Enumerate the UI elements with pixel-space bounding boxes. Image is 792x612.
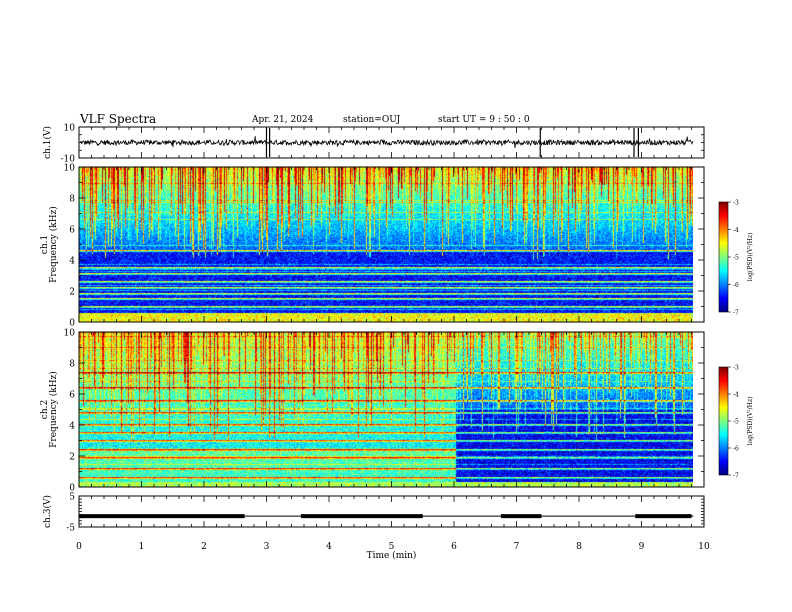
y-tick-label: 4 (69, 257, 75, 267)
y-tick-label: 8 (69, 195, 75, 205)
ch1-spectrogram-channel-label: ch.1 (40, 235, 50, 254)
colorbar-tick-label: -6 (733, 446, 739, 453)
y-tick-label: 10 (64, 329, 76, 339)
x-tick-label: 0 (76, 542, 82, 552)
y-tick-label: 10 (64, 164, 76, 174)
colorbar-tick-label: -7 (733, 473, 739, 480)
ch3-segment-0 (79, 514, 245, 519)
x-tick-label: 7 (514, 542, 520, 552)
x-tick-label: 6 (451, 542, 457, 552)
ch2-frequency-axis-label: Frequency (kHz) (48, 371, 59, 448)
colorbar-1 (718, 201, 729, 313)
colorbar-tick-label: -6 (733, 282, 739, 289)
x-tick-label: 8 (576, 542, 582, 552)
x-tick-label: 3 (264, 542, 270, 552)
y-tick-label: 6 (69, 226, 75, 236)
ch2-spectrogram-channel-label: ch.2 (40, 400, 50, 419)
recording-date: Apr. 21, 2024 (252, 115, 314, 125)
colorbar-label: log(PSD)(V²/Hz) (747, 397, 754, 446)
x-tick-label: 9 (639, 542, 645, 552)
x-tick-label: 4 (326, 542, 332, 552)
colorbar-tick-label: -5 (733, 419, 739, 426)
ch1-waveform (79, 136, 694, 149)
y-tick-label: -5 (66, 524, 75, 534)
x-tick-label: 2 (201, 542, 207, 552)
ch1-voltage-axis-label: ch.1(V) (42, 126, 53, 159)
ch3-segment-1 (300, 514, 423, 519)
ch3-segment-2 (500, 514, 542, 519)
y-tick-label: 2 (69, 288, 75, 298)
ch3-voltage-axis-label: ch.3(V) (42, 495, 53, 528)
ch3-segment-3 (635, 514, 692, 519)
ch1-frequency-axis-label: Frequency (kHz) (48, 206, 59, 283)
chart-title: VLF Spectra (80, 112, 157, 126)
colorbar-tick-label: -5 (733, 255, 739, 262)
y-tick-label: -10 (61, 155, 76, 165)
y-tick-label: 5 (69, 493, 75, 503)
y-tick-label: 10 (64, 124, 76, 134)
station-label: station=OUJ (343, 115, 401, 125)
spectrogram-image-ch1 (79, 167, 693, 322)
colorbar-tick-label: -7 (733, 310, 739, 317)
x-tick-label: 10 (698, 542, 710, 552)
start-ut-label: start UT = 9 : 50 : 0 (438, 115, 530, 125)
colorbar-tick-label: -3 (733, 200, 739, 207)
y-tick-label: 4 (69, 422, 75, 432)
colorbar-tick-label: -3 (733, 365, 739, 372)
colorbar-tick-label: -4 (733, 392, 739, 399)
y-tick-label: 6 (69, 391, 75, 401)
colorbar-tick-label: -4 (733, 227, 739, 234)
y-tick-label: 2 (69, 453, 75, 463)
x-tick-label: 1 (139, 542, 145, 552)
colorbar-2 (718, 366, 729, 476)
x-axis-label: Time (min) (367, 550, 417, 561)
y-tick-label: 0 (69, 319, 75, 329)
x-tick-label: 5 (389, 542, 395, 552)
spectrogram-image-ch2 (79, 332, 693, 487)
y-tick-label: 0 (69, 484, 75, 494)
y-tick-label: 8 (69, 360, 75, 370)
colorbar-label: log(PSD)(V²/Hz) (747, 233, 754, 282)
